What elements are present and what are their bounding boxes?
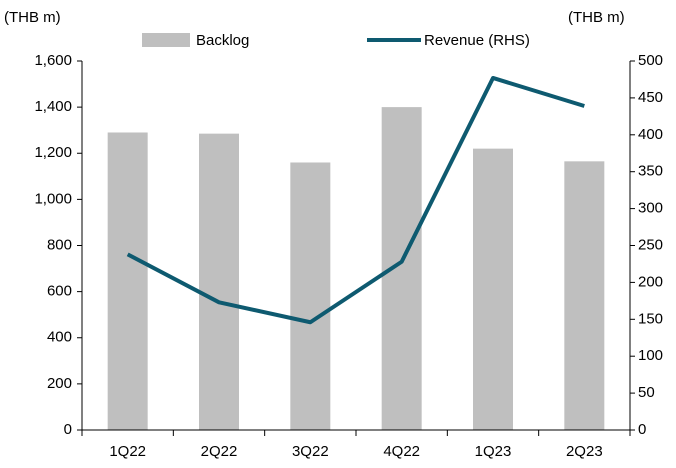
- y-tick-label: 1,600: [34, 52, 72, 69]
- y-tick-label: 600: [47, 283, 72, 300]
- x-tick-label: 4Q22: [383, 443, 420, 460]
- y2-tick-label: 0: [638, 421, 646, 438]
- y2-tick-label: 300: [638, 200, 663, 217]
- legend-label: Revenue (RHS): [424, 32, 530, 49]
- y2-tick-label: 100: [638, 347, 663, 364]
- y2-tick-label: 350: [638, 163, 663, 180]
- y2-tick-label: 450: [638, 89, 663, 106]
- y-axis-label: (THB m): [4, 9, 61, 26]
- y2-tick-label: 250: [638, 236, 663, 253]
- x-tick-label: 1Q23: [475, 443, 512, 460]
- bar: [290, 162, 331, 430]
- y2-tick-label: 50: [638, 384, 655, 401]
- bar: [199, 133, 239, 430]
- y-tick-label: 1,400: [34, 98, 72, 115]
- y-tick-label: 1,200: [34, 144, 72, 161]
- y2-tick-label: 200: [638, 273, 663, 290]
- y-tick-label: 800: [47, 236, 72, 253]
- legend-label: Backlog: [196, 32, 249, 49]
- bar: [473, 148, 513, 430]
- bar: [381, 107, 422, 430]
- y-tick-label: 400: [47, 329, 72, 346]
- y2-tick-label: 400: [638, 126, 663, 143]
- y2-tick-label: 150: [638, 310, 663, 327]
- x-tick-label: 2Q22: [201, 443, 238, 460]
- y2-axis-label: (THB m): [568, 9, 625, 26]
- y-tick-label: 200: [47, 375, 72, 392]
- line: [126, 75, 585, 325]
- legend-swatch: [142, 33, 190, 47]
- x-tick-label: 3Q22: [292, 443, 329, 460]
- bar: [564, 161, 605, 430]
- y-tick-label: 0: [64, 421, 72, 438]
- x-tick-label: 2Q23: [566, 443, 603, 460]
- bar: [107, 132, 148, 430]
- y2-tick-label: 500: [638, 52, 663, 69]
- x-tick-label: 1Q22: [109, 443, 146, 460]
- y-tick-label: 1,000: [34, 190, 72, 207]
